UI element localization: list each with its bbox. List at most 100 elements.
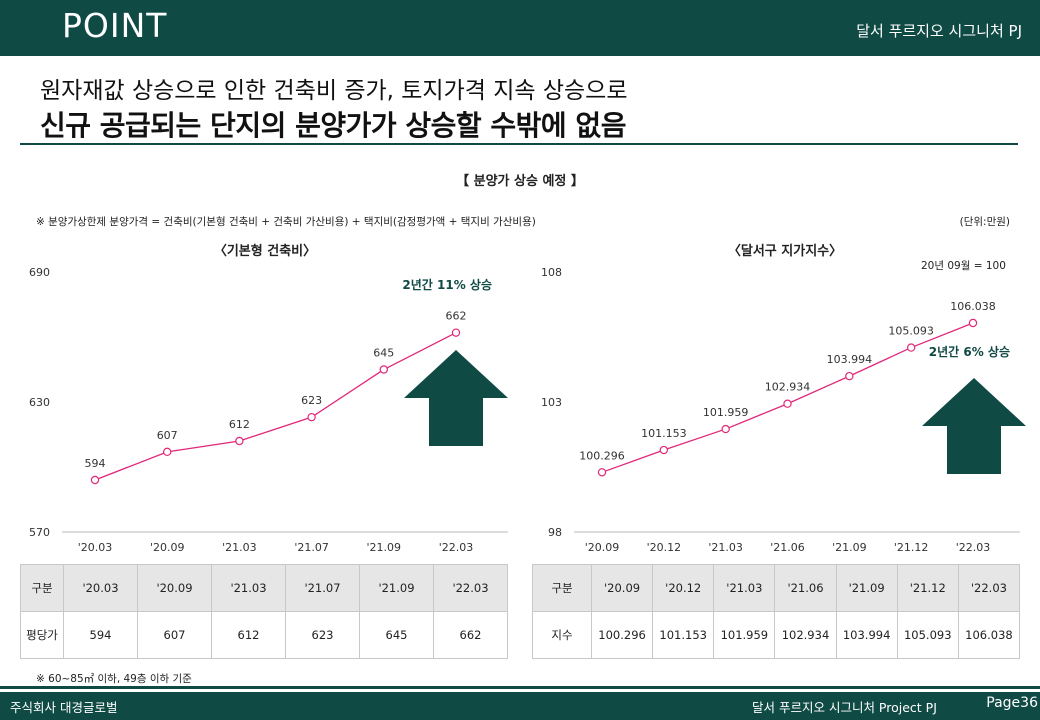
table-header-cell: '21.03	[211, 564, 286, 612]
series-line	[94, 332, 457, 481]
data-point	[162, 447, 172, 457]
table-header-cell: '20.09	[137, 564, 212, 612]
footer-project: 달서 푸르지오 시그니처 Project PJ	[752, 700, 937, 715]
unit-note: (단위:만원)	[959, 216, 1010, 228]
x-tick-label: '20.03	[78, 541, 113, 554]
x-tick-label: '20.09	[150, 541, 185, 554]
table-header-label: 구분	[20, 564, 64, 612]
chart-base-note: 20년 09월 = 100	[921, 260, 1006, 272]
table-cell: 612	[211, 611, 286, 659]
table-cell: 101.153	[652, 611, 715, 659]
x-tick-label: '22.03	[439, 541, 474, 554]
data-point	[968, 318, 978, 328]
y-tick-label: 108	[541, 266, 562, 279]
x-tick-label: '21.06	[770, 541, 805, 554]
table-header-label: 구분	[532, 564, 592, 612]
data-label: 102.934	[765, 381, 811, 394]
table-cell: 645	[359, 611, 434, 659]
charts-canvas: 690 630 570 '20.03 '20.09 '21.03 '21.07 '21.09 '…	[29, 266, 1026, 554]
table-header-cell: '22.03	[957, 564, 1021, 612]
data-point	[379, 365, 388, 374]
data-label: 101.959	[703, 406, 749, 419]
table-header-cell: '21.03	[713, 564, 776, 612]
data-label: 101.153	[641, 427, 687, 440]
x-tick-label: '22.03	[956, 541, 991, 554]
headline-line2: 신규 공급되는 단지의 분양가가 상승할 수밖에 없음	[40, 109, 626, 142]
table-cell: 594	[63, 611, 138, 659]
data-label: 662	[446, 310, 467, 323]
section-title: 【 분양가 상승 예정 】	[456, 174, 584, 189]
headline-divider	[20, 143, 1018, 145]
table-header-cell: '21.12	[896, 564, 959, 612]
x-tick-label: '21.09	[832, 541, 867, 554]
y-tick-label: 98	[548, 526, 562, 539]
x-tick-label: '21.09	[367, 541, 402, 554]
data-label: 607	[157, 429, 178, 442]
data-label: 645	[373, 347, 394, 360]
footer-company: 주식회사 대경글로벌	[10, 700, 118, 715]
table-header-cell: '20.03	[63, 564, 138, 612]
table-header-cell: '22.03	[433, 564, 508, 612]
table-cell: 662	[433, 611, 508, 659]
header-bar: POINT 달서 푸르지오 시그니처 PJ	[0, 0, 1040, 56]
data-label: 106.038	[950, 300, 996, 313]
up-arrow-icon	[922, 378, 1026, 474]
land-index-chart: 108 103 98 '20.09 '20.12 '21.03 '21.06 '21.09 '2…	[541, 266, 1026, 554]
land-index-table: 구분 '20.09'20.12'21.03'21.06'21.09'21.12'2…	[532, 564, 1021, 659]
table-cell: 105.093	[896, 611, 959, 659]
table-header-cell: '21.07	[285, 564, 360, 612]
y-tick-label: 630	[29, 396, 50, 409]
table-cell: 623	[285, 611, 360, 659]
data-point	[906, 343, 916, 352]
data-point	[783, 399, 792, 408]
series-line	[601, 322, 974, 473]
table-header-cell: '21.09	[359, 564, 434, 612]
table-header-cell: '21.06	[774, 564, 837, 612]
footnote: ※ 60~85㎡ 이하, 49층 이하 기준	[36, 673, 192, 685]
header-project-name: 달서 푸르지오 시그니처 PJ	[856, 22, 1022, 40]
data-label: 100.296	[579, 449, 625, 462]
growth-annotation: 2년간 6% 상승	[929, 344, 1010, 359]
table-cell: 101.959	[713, 611, 776, 659]
table-cell: 102.934	[774, 611, 837, 659]
y-tick-label: 570	[29, 526, 50, 539]
data-point	[90, 475, 100, 485]
x-tick-label: '20.09	[585, 541, 620, 554]
formula-note: ※ 분양가상한제 분양가격 = 건축비(기본형 건축비 + 건축비 가산비용) …	[36, 216, 536, 228]
data-label: 612	[229, 418, 250, 431]
table-header-cell: '20.09	[590, 564, 654, 612]
table-header-cell: '20.12	[652, 564, 715, 612]
up-arrow-icon	[404, 350, 508, 446]
table-row-label: 지수	[532, 611, 592, 659]
y-tick-label: 690	[29, 266, 50, 279]
page-title: POINT	[62, 6, 168, 45]
data-point	[307, 412, 316, 422]
table-cell: 607	[137, 611, 212, 659]
data-point	[235, 436, 244, 446]
data-point	[659, 445, 669, 455]
x-tick-label: '21.12	[894, 541, 929, 554]
table-cell: 106.038	[957, 611, 1021, 659]
x-tick-label: '21.07	[294, 541, 329, 554]
footer-bar: 주식회사 대경글로벌 달서 푸르지오 시그니처 Project PJ Page3…	[0, 692, 1040, 720]
headline-line1: 원자재값 상승으로 인한 건축비 증가, 토지가격 지속 상승으로	[40, 78, 628, 104]
construction-cost-chart: 690 630 570 '20.03 '20.09 '21.03 '21.07 '21.09 '…	[29, 266, 508, 554]
table-cell: 100.296	[590, 611, 654, 659]
data-point	[597, 468, 607, 477]
y-tick-label: 103	[541, 396, 562, 409]
x-tick-label: '21.03	[222, 541, 257, 554]
table-cell: 103.994	[835, 611, 898, 659]
x-tick-label: '20.12	[647, 541, 682, 554]
table-row-label: 평당가	[20, 611, 64, 659]
data-point	[845, 371, 854, 381]
footer-divider	[0, 686, 1040, 689]
data-point	[721, 424, 730, 434]
construction-cost-table: 구분 '20.03'20.09'21.03'21.07'21.09'22.03 평…	[20, 564, 508, 659]
table-header-cell: '21.09	[835, 564, 898, 612]
data-label: 623	[301, 394, 322, 407]
growth-annotation: 2년간 11% 상승	[402, 277, 492, 292]
data-label: 103.994	[827, 353, 873, 366]
x-tick-label: '21.03	[708, 541, 743, 554]
page-number: Page36	[986, 695, 1038, 711]
data-label: 594	[85, 457, 106, 470]
